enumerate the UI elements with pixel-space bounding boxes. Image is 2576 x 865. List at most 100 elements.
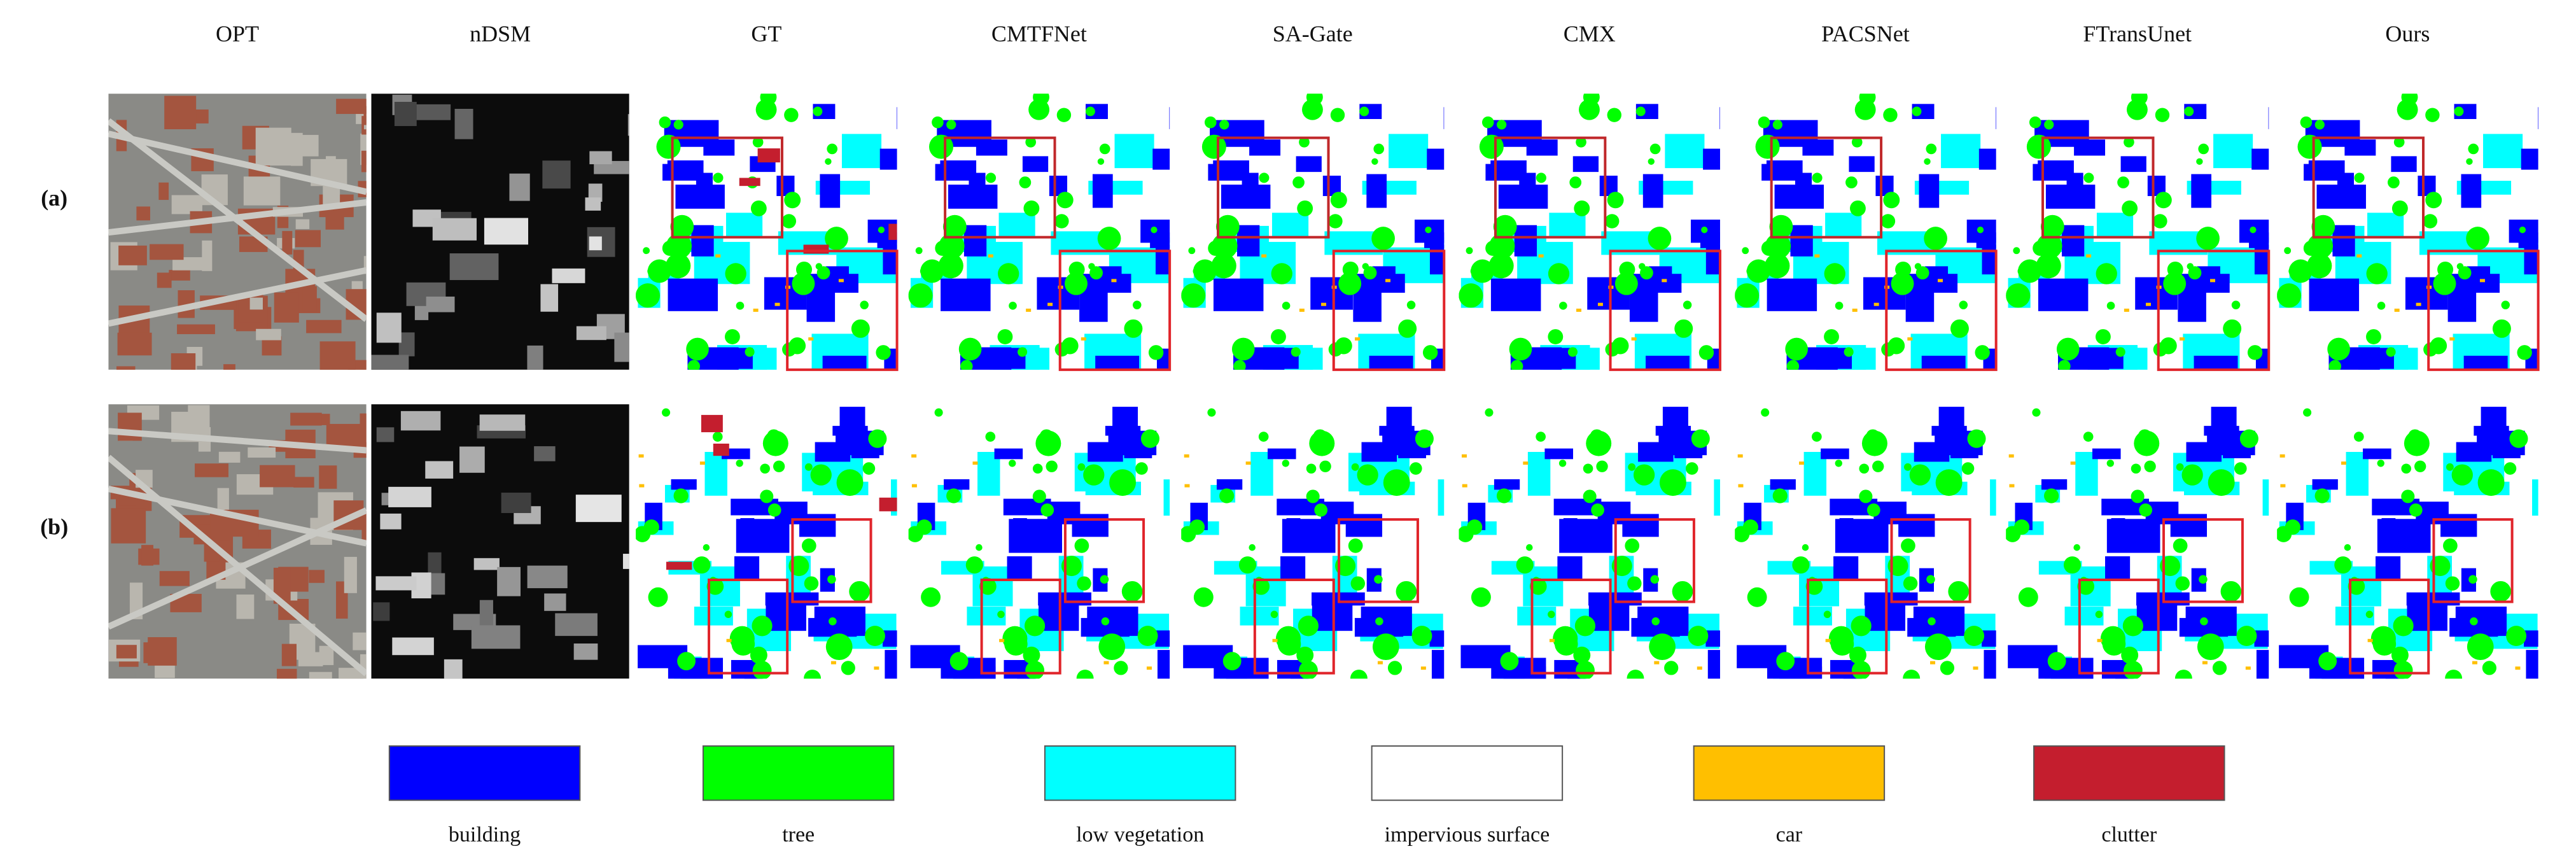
map-tree [762, 491, 772, 502]
dsm-block [484, 218, 529, 245]
map-building [2463, 355, 2508, 370]
dsm-block [426, 296, 455, 313]
optical-roof [217, 488, 229, 516]
map-tree [1639, 263, 1646, 270]
map-car [1799, 461, 1805, 465]
map-lowveg [720, 369, 756, 370]
map-car [1146, 666, 1152, 670]
map-tree [1555, 632, 1578, 656]
optical-roof [169, 270, 190, 281]
map-lowveg [2213, 134, 2253, 169]
map-car [1245, 461, 1251, 465]
map-tree [1362, 263, 1369, 270]
map-tree [1371, 158, 1378, 165]
map-tree [2044, 488, 2059, 503]
map-building [1022, 156, 1049, 172]
map-building [969, 172, 986, 196]
map-tree [750, 200, 767, 216]
map-tree [1849, 646, 1866, 664]
map-building [1427, 148, 1445, 170]
map-tree [1649, 633, 1676, 661]
legend-label: tree [782, 823, 815, 847]
map-tree [2314, 120, 2325, 130]
map-tree [1574, 200, 1590, 216]
map-car [2472, 661, 2477, 665]
map-tree [1612, 337, 1629, 355]
map-building [2074, 139, 2106, 156]
map-tree [784, 192, 801, 209]
dsm-block [375, 576, 417, 591]
map-car [1355, 337, 1361, 341]
dsm-block [479, 600, 493, 628]
map-tree [1338, 272, 1362, 295]
map-car [1654, 661, 1660, 665]
legend-swatch [1371, 745, 1564, 801]
dsm-block [576, 326, 606, 341]
map-building [2178, 289, 2206, 322]
map-tree [1068, 261, 1085, 278]
map-building [2332, 225, 2355, 257]
map-tree [2026, 134, 2051, 159]
map-tree [2443, 538, 2458, 553]
dsm-block [501, 492, 531, 514]
map-tree [1497, 120, 1507, 130]
map-tree [2446, 463, 2454, 471]
map-tree [1948, 580, 1969, 602]
map-tree [1688, 626, 1709, 647]
map-tree [1536, 432, 1546, 442]
map-tree [2437, 261, 2454, 278]
map-car [1852, 308, 1858, 312]
row-label: (a) [41, 185, 67, 211]
map-car [726, 638, 732, 642]
map-building [1849, 156, 1875, 172]
map-building [879, 148, 897, 170]
highlight-box [2078, 579, 2160, 675]
highlight-box [1338, 518, 1419, 603]
map-tree [1607, 192, 1624, 209]
result-tile [636, 404, 897, 679]
map-tree [2391, 646, 2409, 664]
map-building [2391, 156, 2417, 172]
map-tree [916, 519, 932, 535]
optical-roof [118, 412, 142, 441]
map-car [753, 308, 759, 312]
map-lowveg [1990, 479, 1996, 516]
result-tile [1181, 404, 1445, 679]
map-tree [1085, 106, 1095, 116]
optical-roof [293, 477, 314, 488]
map-tree [1046, 460, 1058, 472]
map-building [1494, 479, 1520, 490]
map-tree [755, 99, 777, 120]
map-tree [939, 233, 965, 259]
map-car [1973, 666, 1978, 670]
map-tree [1188, 247, 1196, 255]
map-tree [1769, 214, 1793, 239]
map-tree [673, 488, 689, 503]
map-building [1544, 448, 1574, 460]
map-tree [1635, 106, 1646, 116]
map-building [1655, 426, 1691, 436]
map-building [1216, 479, 1243, 490]
map-tree [736, 302, 745, 310]
map-building [994, 448, 1023, 460]
map-tree [1880, 214, 1896, 229]
map-building [1237, 225, 1260, 257]
map-tree [2167, 261, 2183, 278]
dsm-block [444, 659, 463, 679]
map-tree [2492, 319, 2511, 338]
map-lowveg [2482, 134, 2523, 169]
map-building [1379, 426, 1415, 436]
map-lowveg [841, 134, 882, 169]
map-building [883, 630, 897, 647]
map-tree [2297, 134, 2322, 159]
map-tree [1481, 116, 1494, 129]
map-tree [1649, 143, 1661, 155]
map-tree [862, 462, 876, 475]
map-building [1267, 448, 1296, 460]
map-building [1152, 148, 1170, 170]
map-tree [1854, 99, 1876, 120]
map-tree [1181, 283, 1206, 308]
highlight-box [2041, 136, 2155, 239]
map-tree [1114, 661, 1128, 675]
